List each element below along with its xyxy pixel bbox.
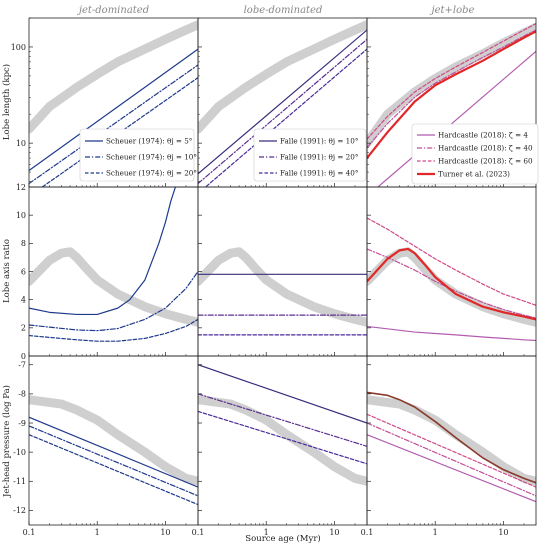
y-tick-label: -10 — [13, 448, 26, 457]
y-tick-label: 8 — [21, 239, 26, 248]
series-line-r2c2-38 — [367, 391, 536, 484]
legend-label-hardcastle-4: Hardcastle (2018): ζ = 4 — [438, 131, 528, 140]
band-r2c0-26 — [29, 395, 198, 486]
x-tick-label: 10 — [160, 528, 170, 537]
xlabel-source-age: Source age (Myr) — [245, 533, 320, 544]
band-r0c0-0 — [29, 20, 198, 134]
series-line-r2c1-31 — [198, 364, 367, 424]
y-tick-label: 2 — [21, 324, 26, 333]
series-line-r0c1-6 — [198, 38, 367, 185]
series-line-r1c0-14 — [29, 187, 177, 316]
series-line-r2c2-35 — [367, 434, 536, 503]
legend-label-falle-10: Falle (1991): θj = 10° — [280, 137, 358, 146]
legend-label-falle-20: Falle (1991): θj = 20° — [280, 153, 358, 162]
legend-label-scheuer-20: Scheuer (1974): θj = 20° — [106, 169, 197, 178]
y-tick-label: -12 — [13, 506, 26, 515]
y-tick-label: -11 — [13, 477, 26, 486]
panel-r2c2 — [366, 355, 537, 526]
band-r0c1-4 — [198, 20, 367, 134]
x-tick-label: 1 — [264, 528, 269, 537]
panel-r1c2 — [366, 186, 537, 357]
reference-bands — [29, 20, 536, 486]
series-line-r2c0-27 — [29, 416, 198, 488]
series-line-r1c2-22 — [367, 325, 536, 342]
y-tick-label: 10 — [16, 139, 26, 148]
panel-r2c0 — [28, 355, 199, 526]
series-line-r1c0-15 — [29, 270, 198, 332]
ylabel-axis-ratio: Lobe axis ratio — [2, 239, 12, 303]
y-tick-label: -9 — [18, 419, 26, 428]
x-tick-label: 0.1 — [192, 528, 205, 537]
series-line-r2c2-37 — [367, 413, 536, 488]
x-tick-label: 10 — [498, 528, 508, 537]
legend-label-scheuer-10: Scheuer (1974): θj = 10° — [106, 153, 197, 162]
x-tick-label: 1 — [95, 528, 100, 537]
x-tick-label: 10 — [329, 528, 339, 537]
series-line-r1c0-16 — [29, 318, 198, 342]
series-line-r2c1-32 — [198, 393, 367, 447]
series-line-r0c1-5 — [198, 29, 367, 175]
y-tick-label: -8 — [18, 390, 26, 399]
series-line-r2c0-28 — [29, 425, 198, 497]
band-r1c2-21 — [367, 247, 536, 327]
series-line-r0c2-11 — [367, 22, 536, 140]
series-line-r0c0-3 — [41, 77, 198, 187]
x-tick-label: 0.1 — [23, 528, 36, 537]
band-r2c2-34 — [367, 395, 536, 486]
x-tick-label: 0.1 — [361, 528, 374, 537]
legend-label-hardcastle-40: Hardcastle (2018): ζ = 40 — [438, 144, 533, 153]
series-line-r1c2-23 — [367, 248, 536, 319]
legend-scheuer: Scheuer (1974): θj = 5° Scheuer (1974): … — [79, 128, 197, 182]
series-line-r0c1-7 — [204, 48, 367, 187]
band-r1c0-13 — [29, 247, 198, 327]
series-line-r2c1-33 — [198, 410, 367, 465]
x-tick-label: 1 — [433, 528, 438, 537]
legend-label-scheuer-5: Scheuer (1974): θj = 5° — [106, 137, 192, 146]
y-tick-label: 4 — [21, 295, 26, 304]
panel-r2c1 — [197, 355, 368, 526]
y-tick-label: 6 — [21, 267, 26, 276]
y-tick-label: 100 — [11, 43, 26, 52]
series-line-r0c0-1 — [29, 48, 198, 172]
model-lines — [29, 22, 536, 506]
y-tick-label: 12 — [16, 183, 26, 192]
y-tick-label: -7 — [18, 361, 26, 370]
column-title-lobe-dominated: lobe-dominated — [244, 5, 323, 16]
series-line-r0c0-2 — [29, 64, 198, 185]
series-line-r0c2-12 — [367, 30, 536, 160]
legend-label-falle-40: Falle (1991): θj = 40° — [280, 169, 358, 178]
column-title-jet-lobe: jet+lobe — [430, 5, 475, 16]
band-r2c1-30 — [198, 395, 367, 486]
ylabel-lobe-length: Lobe length (kpc) — [1, 64, 12, 140]
panel-r1c1 — [197, 186, 368, 357]
series-line-r2c2-36 — [367, 422, 536, 497]
ylabel-jet-head-pressure: Jet-head pressure (log Pa) — [1, 385, 12, 498]
series-line-r2c0-29 — [29, 434, 198, 506]
series-line-r0c2-10 — [367, 29, 536, 149]
y-tick-label: 10 — [16, 211, 26, 220]
axis-ticks: 10 100 0 2 4 6 8 10 12 -12 -11 -10 -9 -8 -7 0.1 1 10 0.1 1 1… — [11, 17, 537, 537]
band-r1c1-17 — [198, 247, 367, 327]
legend-label-hardcastle-60: Hardcastle (2018): ζ = 60 — [438, 157, 533, 166]
column-title-jet-dominated: jet-dominated — [77, 5, 149, 16]
series-line-r1c2-25 — [367, 247, 536, 321]
series-line-r1c2-24 — [367, 217, 536, 306]
legend-jet-lobe: Hardcastle (2018): ζ = 4 Hardcastle (201… — [411, 123, 539, 185]
legend-falle: Falle (1991): θj = 10° Falle (1991): θj … — [253, 128, 367, 182]
legend-label-turner: Turner et al. (2023) — [438, 170, 510, 179]
y-tick-label: 0 — [21, 352, 26, 361]
